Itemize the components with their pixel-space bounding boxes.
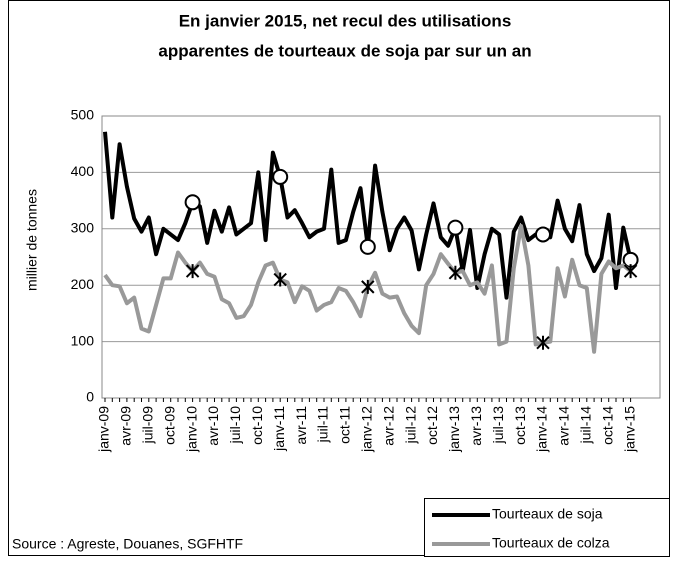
x-tick-label: oct-13 — [512, 406, 528, 445]
marker — [185, 264, 200, 279]
x-tick-label: avr-09 — [118, 406, 134, 446]
y-tick-label: 0 — [86, 389, 94, 405]
marker — [448, 265, 463, 280]
y-tick-label: 200 — [71, 276, 95, 292]
x-tick-label: janv-12 — [359, 406, 375, 453]
marker — [623, 264, 638, 279]
y-tick-label: 500 — [71, 107, 95, 123]
x-tick-label: oct-14 — [599, 406, 615, 445]
x-tick-label: juil-12 — [402, 406, 418, 445]
y-tick-label: 100 — [71, 332, 95, 348]
marker — [184, 194, 201, 211]
marker — [361, 279, 375, 294]
x-tick-label: avr-12 — [380, 406, 396, 446]
x-tick-label: avr-13 — [468, 406, 484, 446]
x-tick-label: oct-12 — [424, 406, 440, 445]
chart-title: En janvier 2015, net recul des utilisati… — [179, 11, 512, 30]
legend-box — [424, 498, 670, 557]
x-tick-label: juil-09 — [140, 406, 156, 445]
marker — [272, 168, 289, 185]
x-tick-label: avr-14 — [556, 406, 572, 446]
y-tick-label: 300 — [71, 220, 95, 236]
x-tick-label: avr-10 — [205, 406, 221, 446]
legend-label: Tourteaux de colza — [492, 535, 610, 551]
x-tick-label: janv-14 — [534, 406, 550, 453]
chart-title: apparentes de tourteaux de soja par sur … — [158, 41, 531, 60]
marker — [359, 238, 376, 255]
x-tick-label: oct-11 — [337, 406, 353, 444]
plot-area — [101, 115, 661, 399]
x-tick-label: juil-13 — [490, 406, 506, 445]
x-tick-label: janv-15 — [621, 406, 637, 453]
x-tick-label: juil-11 — [315, 406, 331, 444]
marker — [536, 335, 550, 350]
x-tick-label: avr-11 — [293, 406, 309, 445]
marker — [273, 272, 287, 287]
y-tick-label: 400 — [71, 163, 95, 179]
x-tick-label: janv-09 — [96, 406, 112, 453]
source: Source : Agreste, Douanes, SGFHTF — [12, 536, 243, 552]
x-tick-label: janv-10 — [183, 406, 199, 453]
x-tick-label: janv-11 — [271, 406, 287, 452]
y-axis-label: millier de tonnes — [24, 189, 40, 291]
x-tick-label: juil-10 — [227, 406, 243, 445]
x-tick-label: oct-09 — [161, 406, 177, 445]
legend-label: Tourteaux de soja — [492, 506, 603, 522]
marker — [535, 226, 551, 243]
marker — [447, 219, 464, 236]
x-tick-label: janv-13 — [446, 406, 462, 453]
x-tick-label: oct-10 — [249, 406, 265, 445]
x-tick-label: juil-14 — [578, 406, 594, 445]
